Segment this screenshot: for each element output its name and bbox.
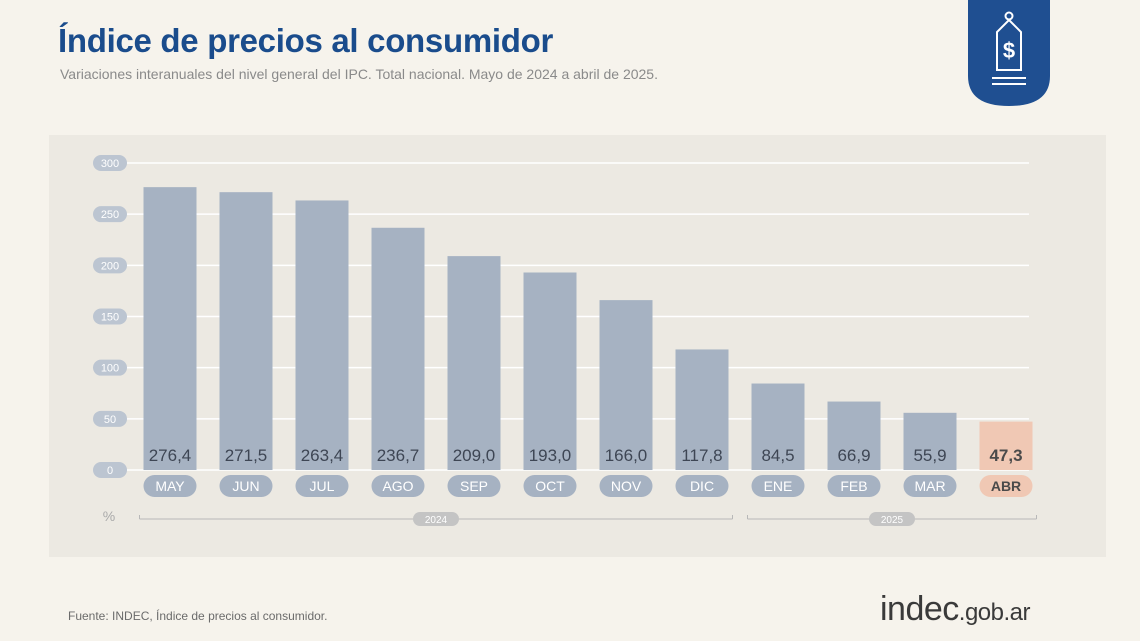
month-pill [675,475,729,497]
bar [295,200,349,470]
value-label: 276,4 [149,446,192,465]
brand-suffix: .gob.ar [958,599,1031,626]
month-label: ABR [991,478,1021,494]
value-label: 66,9 [837,446,870,465]
month-label: NOV [611,478,642,494]
bar [523,272,577,470]
bar [827,401,881,470]
value-label: 47,3 [989,446,1022,465]
month-label: SEP [460,478,488,494]
y-axis-unit: % [103,508,115,524]
y-tick-pill [93,155,127,171]
month-label: ENE [764,478,793,494]
bar [143,187,197,470]
month-label: AGO [382,478,413,494]
month-label: MAY [155,478,185,494]
month-pill [903,475,957,497]
bar [599,300,653,470]
bar [371,227,425,470]
bar [675,349,729,470]
brand-main: indec [880,590,959,628]
value-label: 193,0 [529,446,572,465]
month-label: JUL [310,478,335,494]
y-tick-label: 50 [104,414,116,426]
value-label: 117,8 [681,446,722,465]
month-pill [599,475,653,497]
ipc-bar-chart: 0 50 100 150 200 250 300% 276,4 MAY 271,5 JUN 263,4… [93,155,1037,526]
y-tick-pill [93,359,127,376]
bar [751,383,805,470]
y-tick-pill [93,410,127,427]
price-tag-dollar-icon: $ [968,0,1050,106]
year-pill [869,512,915,526]
bar [903,412,957,470]
month-pill [295,475,349,497]
bar [979,421,1033,470]
month-label: JUN [232,478,259,494]
bar [447,256,501,470]
month-pill [751,475,805,497]
y-tick-label: 250 [101,209,119,221]
month-label: DIC [690,478,714,494]
y-tick-label: 200 [101,260,119,272]
y-tick-label: 300 [101,158,119,170]
month-pill [143,475,197,497]
value-label: 84,5 [761,446,794,465]
month-pill [523,475,577,497]
month-pill [219,475,273,497]
value-label: 209,0 [453,446,496,465]
year-label: 2024 [425,515,448,526]
chart-panel: 0 50 100 150 200 250 300% 276,4 MAY 271,5 JUN 263,4… [49,135,1106,557]
y-tick-label: 0 [107,465,113,477]
page-subtitle: Variaciones interanuales del nivel gener… [60,66,658,82]
value-label: 166,0 [605,446,648,465]
year-label: 2025 [881,515,904,526]
y-tick-pill [93,462,127,478]
month-label: MAR [914,478,945,494]
price-tag-badge: $ [968,0,1050,106]
year-pill [413,512,459,526]
month-label: FEB [840,478,867,494]
value-label: 55,9 [913,446,946,465]
month-label: OCT [535,478,565,494]
y-tick-label: 100 [101,363,119,375]
month-pill [447,475,501,497]
month-pill [371,475,425,497]
month-pill [979,475,1033,497]
value-label: 263,4 [301,446,344,465]
bar [219,192,273,470]
value-label: 271,5 [225,446,268,465]
y-tick-label: 150 [101,312,119,324]
page-title: Índice de precios al consumidor [58,22,553,59]
source-note: Fuente: INDEC, Índice de precios al cons… [68,609,328,623]
indec-logo: indec.gob.ar [880,590,1031,629]
y-tick-pill [93,206,127,223]
dollar-symbol: $ [1003,38,1015,63]
month-pill [827,475,881,497]
y-tick-pill [93,257,127,274]
value-label: 236,7 [377,446,420,465]
y-tick-pill [93,308,127,325]
